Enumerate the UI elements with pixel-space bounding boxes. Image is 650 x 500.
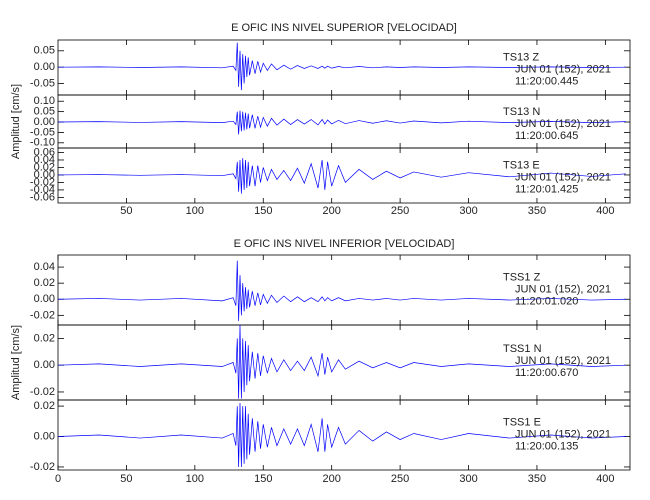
x-tick-label: 50	[120, 205, 132, 217]
y-tick-label: 0.04	[34, 154, 55, 166]
y-tick-label: -0.10	[30, 137, 55, 149]
x-tick-label: 350	[528, 205, 546, 217]
y-tick-label: -0.06	[30, 191, 55, 203]
y-tick-label: -0.05	[30, 126, 55, 138]
subplot-frame	[57, 147, 631, 204]
time-label: 11:20:00.670	[515, 367, 578, 379]
x-tick-label: 100	[186, 473, 204, 485]
y-tick-label: -0.05	[30, 77, 55, 89]
y-tick-label: 0.02	[34, 277, 55, 289]
x-tick-label: 200	[323, 205, 341, 217]
y-tick-label: -0.02	[30, 386, 55, 398]
time-label: 11:20:00.135	[515, 440, 578, 452]
date-label: JUN 01 (152), 2021	[515, 355, 611, 367]
x-tick-label: 400	[596, 205, 614, 217]
y-tick-label: -0.02	[30, 309, 55, 321]
waveform	[57, 110, 626, 135]
x-tick-label: 300	[459, 205, 477, 217]
waveform	[57, 158, 626, 194]
date-label: JUN 01 (152), 2021	[515, 118, 611, 130]
y-tick-label: 0.00	[34, 61, 55, 73]
waveform	[57, 42, 626, 91]
y-tick-label: 0.10	[34, 95, 55, 107]
y-tick-label: 0.02	[34, 332, 55, 344]
station-label: TSS1 N	[503, 343, 542, 355]
x-tick-label: 300	[459, 473, 477, 485]
x-tick-label: 400	[596, 473, 614, 485]
x-tick-label: 200	[323, 473, 341, 485]
waveform	[57, 324, 626, 399]
station-label: TS13 Z	[503, 52, 539, 64]
y-tick-label: 0.05	[34, 106, 55, 118]
station-label: TS13 E	[503, 160, 540, 172]
station-label: TSS1 Z	[503, 271, 541, 283]
x-tick-label: 150	[254, 205, 272, 217]
station-label: TSS1 E	[503, 416, 541, 428]
chart-title: E OFIC INS NIVEL SUPERIOR [VELOCIDAD]	[231, 22, 457, 34]
y-tick-label: -0.02	[30, 461, 55, 473]
time-label: 11:20:00.445	[515, 76, 578, 88]
y-tick-label: 0.00	[34, 116, 55, 128]
date-label: JUN 01 (152), 2021	[515, 283, 611, 295]
x-tick-label: 100	[186, 205, 204, 217]
subplot-frame	[57, 399, 631, 471]
y-tick-label: 0.00	[34, 169, 55, 181]
x-tick-label: 250	[391, 473, 409, 485]
time-label: 11:20:01.425	[515, 184, 578, 196]
y-tick-label: 0.02	[34, 400, 55, 412]
time-label: 11:20:01.020	[515, 295, 578, 307]
y-tick-label: 0.00	[34, 359, 55, 371]
x-tick-label: 0	[55, 473, 61, 485]
y-tick-label: 0.00	[34, 430, 55, 442]
y-tick-label: 0.06	[34, 146, 55, 158]
y-tick-label: -0.04	[30, 184, 55, 196]
x-tick-label: 150	[254, 473, 272, 485]
y-tick-label: 0.02	[34, 161, 55, 173]
y-axis-label: Amplitud [cm/s]	[10, 84, 22, 159]
y-axis-label: Amplitud [cm/s]	[10, 325, 22, 400]
x-tick-label: 250	[391, 205, 409, 217]
y-tick-label: 0.04	[34, 261, 55, 273]
waveform	[57, 260, 626, 321]
time-label: 11:20:00.645	[515, 130, 578, 142]
waveform	[57, 403, 626, 467]
y-tick-label: 0.05	[34, 45, 55, 57]
y-tick-label: -0.02	[30, 176, 55, 188]
date-label: JUN 01 (152), 2021	[515, 172, 611, 184]
y-tick-label: 0.00	[34, 293, 55, 305]
date-label: JUN 01 (152), 2021	[515, 428, 611, 440]
x-tick-label: 50	[120, 473, 132, 485]
date-label: JUN 01 (152), 2021	[515, 64, 611, 76]
x-tick-label: 350	[528, 473, 546, 485]
chart-title: E OFIC INS NIVEL INFERIOR [VELOCIDAD]	[234, 238, 455, 250]
station-label: TS13 N	[503, 106, 540, 118]
